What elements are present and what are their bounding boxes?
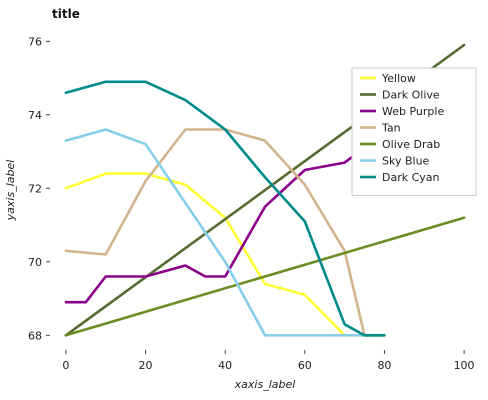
- legend-label-sky-blue: Sky Blue: [382, 155, 430, 168]
- x-tick-label-3: 60: [298, 359, 312, 372]
- x-tick-label-4: 80: [377, 359, 391, 372]
- x-axis-label: xaxis_label: [234, 378, 296, 391]
- x-tick-label-1: 20: [139, 359, 153, 372]
- x-tick-label-0: 0: [62, 359, 69, 372]
- x-tick-label-5: 100: [454, 359, 475, 372]
- legend: Yellow Dark Olive Web Purple Tan Olive Drab S…: [351, 67, 477, 196]
- series-line-olive-drab: [64, 216, 466, 337]
- legend-label-tan: Tan: [381, 122, 401, 135]
- y-tick-label-2: 72: [28, 182, 42, 195]
- series-line-sky-blue: [64, 128, 386, 337]
- y-tick-label-1: 70: [28, 256, 42, 269]
- series-line-web-purple: [64, 87, 466, 304]
- axes: 68 70 72 74 76 0 20 40 60 80 100: [28, 35, 475, 372]
- chart-title: title: [52, 7, 80, 21]
- legend-label-dark-olive: Dark Olive: [382, 89, 440, 102]
- y-tick-label-0: 68: [28, 329, 42, 342]
- series-line-dark-cyan: [64, 80, 386, 337]
- legend-label-yellow: Yellow: [381, 72, 416, 85]
- series-layer: [64, 43, 466, 337]
- y-tick-label-3: 74: [28, 109, 42, 122]
- legend-label-olive-drab: Olive Drab: [382, 138, 440, 151]
- y-axis-label: yaxis_label: [4, 160, 17, 222]
- legend-box: [351, 67, 477, 196]
- legend-label-web-purple: Web Purple: [382, 105, 444, 118]
- legend-label-dark-cyan: Dark Cyan: [382, 171, 440, 184]
- series-line-tan: [64, 128, 386, 337]
- y-tick-label-4: 76: [28, 35, 42, 48]
- x-tick-label-2: 40: [218, 359, 232, 372]
